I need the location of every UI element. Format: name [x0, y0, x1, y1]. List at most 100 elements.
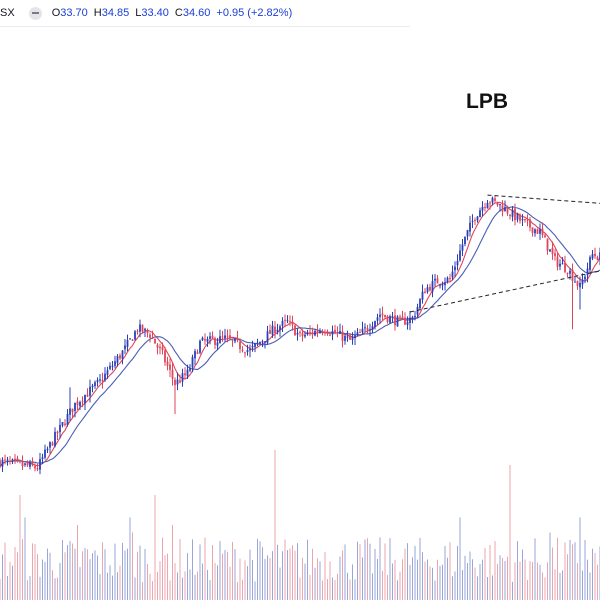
candle-body — [136, 330, 139, 332]
candle-body — [64, 423, 66, 425]
candle-body — [276, 329, 279, 333]
high-value: 34.85 — [101, 7, 130, 19]
candle-body — [149, 334, 151, 338]
candle-body — [571, 269, 574, 282]
candle-body — [281, 320, 284, 326]
candle-body — [294, 325, 296, 336]
candle-body — [191, 357, 194, 368]
candle-body — [146, 330, 149, 334]
open-value: 33.70 — [60, 7, 88, 19]
candle-body — [244, 352, 246, 354]
candle-body — [106, 370, 109, 375]
candle-body — [109, 365, 111, 369]
candle-body — [69, 408, 71, 415]
candle-body — [441, 284, 444, 286]
candle-body — [544, 235, 546, 238]
candle-body — [156, 344, 159, 348]
candle-body — [279, 326, 281, 331]
candle-body — [386, 315, 389, 322]
candle-body — [119, 355, 121, 359]
candle-body — [391, 316, 394, 318]
candle-body — [379, 314, 381, 317]
candle-body — [554, 253, 556, 257]
candle-body — [271, 325, 274, 335]
chart-title: LPB — [466, 90, 508, 113]
candle-body — [481, 206, 484, 211]
candle-body — [239, 341, 241, 350]
candle-body — [234, 338, 236, 342]
low-value: 33.40 — [141, 7, 169, 19]
candle-body — [236, 337, 239, 341]
candle-body — [154, 338, 156, 344]
candle-body — [384, 315, 386, 318]
candle-body — [319, 331, 321, 333]
candle-body — [506, 208, 509, 214]
candle-body — [419, 299, 421, 309]
candle-body — [351, 336, 354, 340]
candle-body — [201, 337, 204, 341]
candle-body — [0, 460, 1, 467]
candle-body — [104, 373, 106, 381]
candle-body — [114, 361, 116, 366]
candle-body — [489, 202, 491, 204]
candle-body — [494, 198, 496, 201]
candle-body — [376, 317, 379, 321]
candle-body — [121, 350, 124, 359]
symbol-label: SX — [0, 7, 15, 19]
candle-body — [479, 210, 481, 218]
ohlc-header: SX O 33.70 H 34.85 L 33.40 C 34.60 +0.95 (+2… — [0, 0, 410, 26]
candle-body — [329, 334, 331, 336]
candle-body — [189, 368, 191, 371]
candle-body — [96, 379, 99, 383]
candle-body — [369, 329, 371, 331]
candle-body — [186, 369, 189, 376]
candle-body — [366, 328, 369, 331]
candle-body — [596, 257, 599, 260]
candle-body — [409, 317, 411, 323]
candle-body — [216, 342, 219, 346]
candle-body — [66, 414, 69, 425]
candle-body — [259, 341, 261, 344]
candle-body — [471, 220, 474, 222]
candle-body — [496, 201, 499, 206]
candle-body — [436, 278, 439, 284]
candle-body — [374, 321, 376, 327]
candle-body — [111, 365, 114, 367]
upper-trendline — [487, 194, 600, 204]
candle-body — [16, 458, 19, 461]
candle-body — [301, 333, 304, 337]
visibility-toggle-icon[interactable] — [28, 6, 42, 20]
candle-body — [31, 461, 34, 466]
candle-body — [1, 459, 4, 467]
lower-trendline — [409, 270, 600, 313]
candle-body — [24, 463, 26, 465]
candle-body — [19, 460, 21, 462]
candle-body — [176, 379, 179, 385]
low-label: L — [135, 7, 142, 19]
candle-body — [326, 331, 329, 334]
candle-body — [99, 379, 101, 381]
candle-body — [74, 402, 76, 411]
candle-body — [516, 213, 519, 220]
candle-body — [159, 346, 161, 349]
candle-body — [169, 364, 171, 370]
candle-body — [194, 351, 196, 359]
candle-body — [539, 229, 541, 234]
candle-body — [566, 272, 569, 274]
candle-body — [26, 463, 29, 466]
candle-body — [546, 238, 549, 251]
candle-body — [4, 459, 6, 461]
candle-body — [434, 278, 436, 281]
change-value: +0.95 (+2.82%) — [216, 7, 293, 19]
candle-body — [39, 459, 41, 470]
candle-body — [396, 316, 399, 327]
candle-body — [529, 219, 531, 228]
candle-body — [161, 347, 164, 351]
candle-body — [399, 316, 401, 318]
candle-body — [359, 331, 361, 333]
candle-body — [79, 402, 81, 406]
candle-body — [461, 244, 464, 251]
candle-body — [179, 380, 181, 383]
candle-body — [9, 460, 11, 462]
